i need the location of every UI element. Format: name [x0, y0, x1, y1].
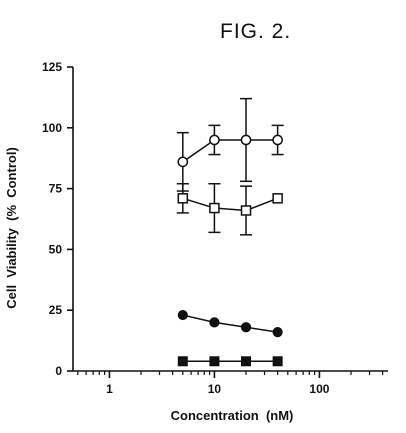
axes: [72, 67, 388, 372]
data-point: [272, 326, 283, 338]
data-point: [177, 193, 189, 204]
series-3: [177, 356, 283, 367]
figure-title: FIG. 2.: [220, 20, 292, 43]
data-point: [272, 134, 283, 146]
series-0: [176, 97, 284, 192]
y-tick-label: 75: [49, 182, 63, 196]
data-point: [240, 322, 252, 333]
data-point: [272, 356, 283, 367]
y-tick-label: 50: [49, 242, 63, 256]
data-point: [241, 356, 252, 367]
y-tick-label: 0: [55, 364, 62, 378]
data-point: [240, 134, 252, 146]
series-1: [176, 182, 283, 236]
data-point: [177, 309, 188, 321]
tick-marks: [67, 66, 384, 378]
tick-labels: 0 25 50 75 100 125 1 10 100: [42, 60, 330, 396]
data-point: [209, 134, 220, 146]
data-point: [209, 317, 220, 328]
series-line: [182, 197, 278, 212]
series-line: [182, 139, 278, 163]
x-tick-label: 1: [106, 382, 113, 396]
y-tick-label: 100: [42, 121, 62, 135]
x-tick-label: 100: [309, 382, 329, 396]
series-layer: [176, 97, 284, 367]
series-2: [177, 309, 283, 338]
data-point: [177, 356, 188, 367]
data-point: [240, 205, 252, 216]
series-line: [182, 314, 278, 333]
x-tick-label: 10: [208, 382, 222, 396]
data-point: [209, 356, 220, 367]
data-point: [209, 202, 220, 214]
x-axis-label: Concentration (nM): [171, 408, 294, 423]
y-axis-label: Cell Viability (% Control): [4, 147, 19, 309]
y-tick-label: 125: [42, 60, 62, 74]
data-point: [177, 156, 189, 168]
data-point: [272, 193, 283, 204]
y-tick-label: 25: [49, 303, 63, 317]
